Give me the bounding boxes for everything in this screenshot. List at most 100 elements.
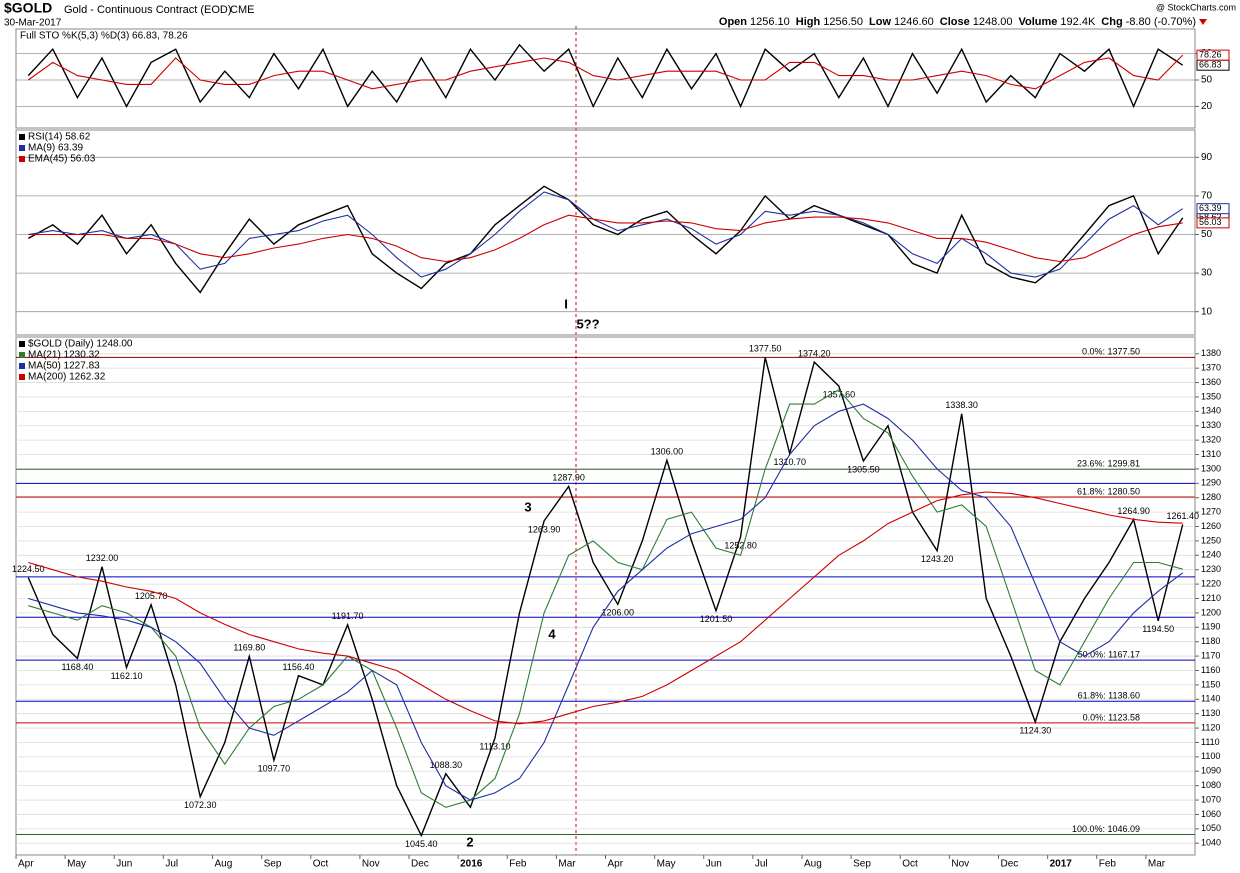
- x-tick-label: Oct: [902, 859, 918, 870]
- value-label: 1191.70: [332, 611, 364, 621]
- y-tick-label: 1270: [1201, 506, 1221, 516]
- value-label: 1072.30: [184, 800, 217, 810]
- quote-label: Chg: [1101, 16, 1122, 28]
- legend-swatch: [19, 352, 25, 358]
- y-tick-label: 90: [1201, 152, 1213, 163]
- y-tick-label: 1280: [1201, 492, 1221, 502]
- y-tick-label: 50: [1201, 75, 1213, 86]
- level-label: 61.8%: 1138.60: [1078, 691, 1140, 701]
- series-line: [28, 214, 1183, 263]
- y-tick-label: 1110: [1201, 737, 1220, 747]
- value-label: 1287.90: [552, 473, 585, 483]
- value-label: 1097.70: [258, 764, 291, 774]
- series-line: [27, 357, 1184, 838]
- legend-label: MA(9) 63.39: [28, 143, 83, 154]
- x-tick-label: Oct: [313, 859, 329, 870]
- y-tick-label: 1350: [1201, 391, 1221, 401]
- y-tick-label: 1070: [1201, 794, 1221, 804]
- value-label: 1377.50: [749, 344, 782, 354]
- value-label: 1338.30: [945, 400, 978, 410]
- quote-label: Open: [719, 16, 747, 28]
- last-value: 63.39: [1199, 203, 1222, 213]
- x-tick-label: Nov: [362, 859, 380, 870]
- value-label: 1224.50: [12, 564, 45, 574]
- y-tick-label: 1100: [1201, 751, 1220, 761]
- y-tick-label: 1140: [1201, 694, 1220, 704]
- x-tick-label: Nov: [951, 859, 969, 870]
- y-tick-label: 1290: [1201, 478, 1221, 488]
- value-label: 1374.20: [798, 348, 831, 358]
- value-label: 1045.40: [405, 839, 438, 849]
- y-tick-label: 1370: [1201, 363, 1221, 373]
- quote-label: Low: [869, 16, 891, 28]
- wave-label: 4: [548, 626, 556, 641]
- quote-line: Open 1256.10 High 1256.50 Low 1246.60 Close 124…: [719, 16, 1196, 28]
- last-value: 56.03: [1199, 217, 1222, 227]
- y-tick-label: 1340: [1201, 406, 1221, 416]
- x-tick-label: 2016: [460, 859, 483, 870]
- level-label: 50.0%: 1167.17: [1078, 650, 1140, 660]
- level-label: 0.0%: 1123.58: [1083, 712, 1140, 722]
- legend-swatch: [19, 374, 25, 380]
- series-line: [28, 191, 1184, 278]
- value-label: 1310.70: [773, 457, 806, 467]
- y-tick-label: 1330: [1201, 420, 1221, 430]
- quote-value: 1246.60: [894, 16, 934, 28]
- value-label: 1201.50: [700, 614, 733, 624]
- quote-value: -8.80 (-0.70%): [1126, 16, 1196, 28]
- y-tick-label: 1130: [1201, 708, 1220, 718]
- level-label: 0.0%: 1377.50: [1082, 347, 1140, 357]
- wave-label: I: [564, 296, 568, 311]
- y-tick-label: 1190: [1201, 622, 1220, 632]
- series-line: [27, 54, 1184, 90]
- legend-label: EMA(45) 56.03: [28, 154, 96, 165]
- value-label: 1194.50: [1142, 624, 1174, 634]
- x-tick-label: Feb: [1099, 859, 1117, 870]
- value-label: 1263.90: [528, 524, 561, 534]
- x-tick-label: Sep: [853, 859, 871, 870]
- value-label: 1168.40: [61, 662, 93, 672]
- x-tick-label: Dec: [411, 859, 429, 870]
- value-label: 1156.40: [283, 662, 315, 672]
- level-label: 100.0%: 1046.09: [1072, 824, 1140, 834]
- x-tick-label: 2017: [1050, 859, 1073, 870]
- value-label: 1205.70: [135, 591, 168, 601]
- y-tick-label: 1320: [1201, 435, 1221, 445]
- value-label: 1232.00: [86, 553, 119, 563]
- series-line: [27, 185, 1184, 294]
- y-tick-label: 1360: [1201, 377, 1221, 387]
- last-value: 58.62: [1199, 212, 1222, 222]
- value-label: 1261.40: [1166, 511, 1199, 521]
- level-label: 23.6%: 1299.81: [1077, 459, 1140, 469]
- last-value-box: [1196, 49, 1230, 61]
- panel-frame: [15, 129, 1196, 336]
- x-tick-label: Jul: [165, 859, 178, 870]
- legend-label: MA(200) 1262.32: [28, 372, 106, 383]
- panel-frame: [15, 28, 1196, 129]
- value-label: 1113.10: [479, 741, 510, 751]
- y-tick-label: 1090: [1201, 766, 1221, 776]
- x-tick-label: Jun: [706, 859, 722, 870]
- y-tick-label: 1080: [1201, 780, 1221, 790]
- series-line: [27, 43, 1184, 109]
- value-label: 1305.50: [847, 464, 880, 474]
- value-label: 1243.20: [921, 554, 954, 564]
- value-label: 1264.90: [1117, 506, 1150, 516]
- quote-label: High: [796, 16, 821, 28]
- y-tick-label: 1300: [1201, 463, 1221, 473]
- watermark: @ StockCharts.com: [1156, 2, 1236, 12]
- x-tick-label: May: [67, 859, 86, 870]
- y-tick-label: 1050: [1201, 823, 1221, 833]
- quote-label: Volume: [1019, 16, 1058, 28]
- y-tick-label: 1260: [1201, 521, 1221, 531]
- chg-arrow: [1199, 19, 1207, 25]
- y-tick-label: 30: [1201, 268, 1213, 279]
- series-line: [28, 491, 1183, 725]
- quote-value: 192.4K: [1060, 16, 1096, 28]
- series-line: [28, 403, 1184, 801]
- value-label: 1252.80: [724, 540, 757, 550]
- y-tick-label: 1150: [1201, 679, 1220, 689]
- value-label: 1357.60: [823, 389, 856, 399]
- y-tick-label: 1200: [1201, 607, 1221, 617]
